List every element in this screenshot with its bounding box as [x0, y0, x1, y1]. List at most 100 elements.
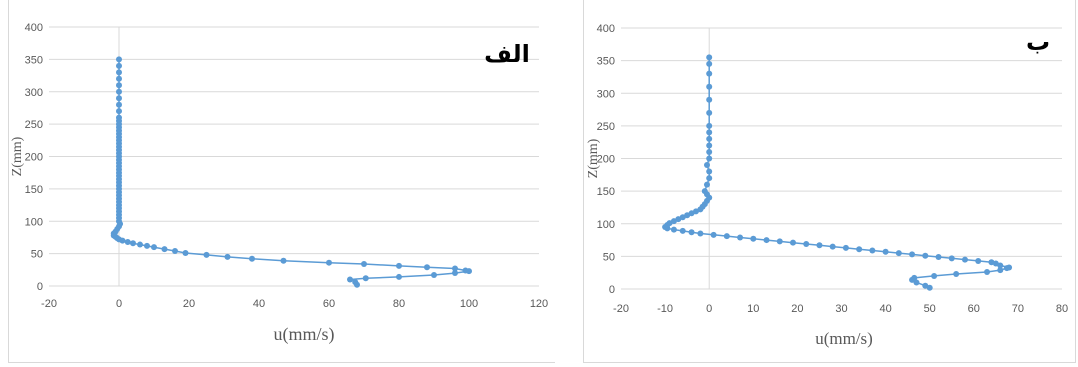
data-point	[706, 60, 713, 67]
data-point	[679, 227, 686, 234]
data-point	[816, 242, 823, 249]
y-tick-label: 200	[597, 154, 615, 166]
data-point	[911, 274, 918, 281]
y-tick-label: 100	[597, 219, 615, 231]
x-tick-label: 40	[879, 303, 891, 315]
data-point	[431, 271, 437, 278]
x-tick-label: 100	[460, 298, 478, 310]
data-point	[280, 257, 287, 264]
x-tick-label: 20	[791, 303, 803, 315]
x-tick-label: 0	[116, 298, 122, 310]
data-point	[362, 275, 369, 282]
data-point	[670, 226, 677, 233]
data-point	[750, 235, 757, 242]
data-point	[116, 82, 122, 89]
x-tick-label: -10	[657, 303, 673, 315]
data-point	[116, 62, 122, 69]
data-point	[116, 108, 122, 115]
data-point	[882, 248, 889, 255]
y-tick-label: 0	[609, 284, 615, 296]
panel-label: ب	[1026, 28, 1050, 56]
panel-label: الف	[484, 40, 530, 68]
data-point	[856, 246, 863, 253]
data-point	[763, 237, 770, 244]
series-line	[663, 57, 1010, 289]
data-point	[703, 181, 710, 188]
data-point	[701, 188, 708, 195]
data-point	[948, 255, 955, 262]
chart-panel-b: 0 50 100 150 200 250 300 350 400 -20 -10 0 10 20 30 40 5…	[583, 0, 1076, 363]
data-point	[710, 231, 717, 238]
x-tick-label: 80	[1056, 303, 1068, 315]
data-point	[116, 101, 122, 108]
data-point	[895, 250, 902, 257]
data-point	[703, 162, 710, 169]
x-tick-label: 50	[924, 303, 936, 315]
data-point	[182, 249, 189, 256]
chart-b: 0 50 100 150 200 250 300 350 400 -20 -10 0 10 20 30 40 5…	[586, 23, 1068, 348]
chart-panel-a: 0 50 100 150 200 250 300 350 400 -20 0 20 40 60 80 100 1…	[8, 0, 555, 363]
data-point	[935, 254, 942, 261]
data-point	[347, 276, 353, 283]
data-point	[706, 168, 713, 175]
data-point	[961, 256, 968, 263]
data-point	[462, 267, 469, 274]
data-point	[723, 233, 730, 240]
data-point	[151, 244, 157, 251]
data-point	[452, 265, 458, 272]
series-line	[113, 59, 470, 286]
data-point	[913, 279, 920, 286]
data-point	[997, 267, 1004, 274]
data-point	[396, 262, 402, 269]
data-point	[931, 272, 938, 279]
data-point	[829, 243, 836, 250]
x-tick-label: 80	[393, 298, 405, 310]
data-point	[137, 241, 143, 248]
y-axis-title: Z(mm)	[10, 136, 25, 176]
x-axis-title: u(mm/s)	[815, 329, 873, 348]
data-point	[706, 96, 713, 103]
x-tick-label: 10	[747, 303, 759, 315]
data-point	[706, 155, 713, 162]
data-point	[789, 239, 796, 246]
data-point	[776, 238, 783, 245]
data-point	[984, 269, 991, 276]
x-tick-label: 60	[968, 303, 980, 315]
y-tick-label: 400	[25, 22, 43, 34]
data-point	[116, 114, 122, 121]
x-tick-label: 60	[323, 298, 335, 310]
data-point	[326, 259, 332, 266]
data-point	[706, 175, 713, 182]
data-point	[706, 70, 713, 77]
y-tick-label: 250	[597, 121, 615, 133]
x-tick-label: 30	[835, 303, 847, 315]
data-point	[161, 246, 168, 253]
data-point	[116, 95, 122, 102]
data-point	[203, 251, 210, 258]
y-tick-label: 350	[597, 56, 615, 68]
data-point	[803, 240, 810, 247]
x-tick-label: 0	[706, 303, 712, 315]
y-tick-label: 300	[25, 87, 43, 99]
y-axis-title: Z(mm)	[586, 138, 601, 178]
data-point	[869, 247, 876, 254]
data-point	[706, 54, 713, 61]
y-tick-label: 100	[25, 216, 43, 228]
data-point	[224, 253, 231, 260]
data-point	[452, 270, 458, 277]
y-tick-label: 50	[603, 251, 615, 263]
data-point	[116, 88, 122, 95]
y-tick-label: 0	[37, 281, 43, 293]
data-point	[144, 242, 150, 249]
data-point	[688, 229, 695, 236]
x-tick-label: 40	[253, 298, 265, 310]
y-tick-label: 150	[597, 186, 615, 198]
data-point	[988, 259, 995, 266]
data-point	[396, 273, 402, 280]
data-point	[922, 282, 929, 289]
y-tick-label: 150	[25, 184, 43, 196]
data-point	[706, 83, 713, 90]
x-tick-label: -20	[41, 298, 57, 310]
data-point	[706, 122, 713, 129]
data-point	[842, 244, 849, 251]
